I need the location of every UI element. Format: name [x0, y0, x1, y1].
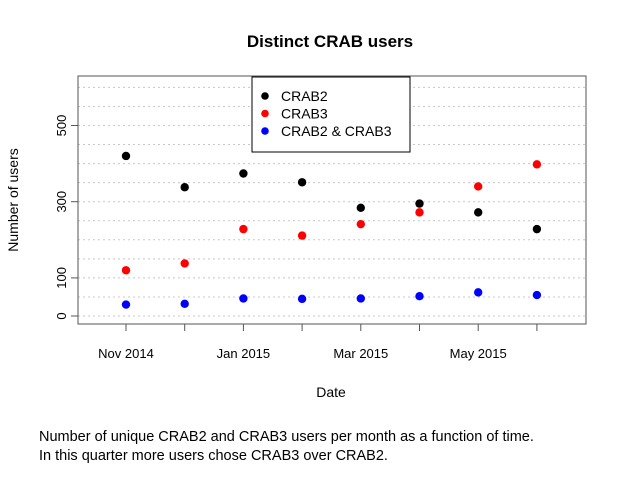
- y-tick-label: 300: [54, 191, 69, 213]
- y-tick-label: 500: [54, 115, 69, 137]
- legend-label: CRAB2 & CRAB3: [281, 123, 392, 139]
- data-point: [356, 219, 365, 229]
- data-point: [121, 151, 131, 161]
- data-point: [180, 183, 189, 192]
- figure-caption: Number of unique CRAB2 and CRAB3 users p…: [39, 428, 609, 466]
- x-tick-label: Jan 2015: [217, 346, 271, 361]
- data-point: [532, 160, 542, 169]
- data-point: [121, 266, 131, 275]
- data-point: [532, 290, 542, 300]
- data-point: [239, 294, 248, 303]
- legend-box: [251, 76, 411, 153]
- legend-marker: [261, 109, 269, 118]
- caption-line-1: Number of unique CRAB2 and CRAB3 users p…: [39, 429, 534, 445]
- y-tick-label: 100: [54, 267, 69, 289]
- x-tick-label: May 2015: [450, 346, 507, 361]
- data-point: [239, 224, 248, 234]
- y-tick-label: 0: [54, 312, 69, 319]
- data-point: [415, 208, 424, 217]
- data-point: [180, 299, 189, 309]
- legend-label: CRAB2: [281, 88, 328, 104]
- data-point: [297, 178, 307, 187]
- data-point: [474, 208, 483, 217]
- data-point: [239, 169, 248, 178]
- y-axis: 0 100 300 500: [54, 115, 78, 320]
- chart-title: Distinct CRAB users: [247, 32, 413, 51]
- x-tick-label: Mar 2015: [333, 346, 388, 361]
- data-points: [121, 151, 542, 309]
- data-point: [180, 259, 189, 268]
- data-point: [121, 300, 131, 309]
- legend-marker: [261, 92, 269, 100]
- data-point: [474, 182, 483, 191]
- data-point: [297, 294, 307, 304]
- data-point: [297, 231, 307, 240]
- x-tick-label: Nov 2014: [98, 346, 154, 361]
- legend-label: CRAB3: [281, 106, 328, 122]
- x-axis-label: Date: [316, 384, 346, 400]
- caption-line-2: In this quarter more users chose CRAB3 o…: [39, 448, 388, 464]
- x-axis: Nov 2014 Jan 2015 Mar 2015 May 2015: [98, 324, 538, 361]
- data-point: [356, 203, 365, 212]
- data-point: [415, 199, 424, 208]
- legend-marker: [261, 127, 269, 135]
- y-axis-label: Number of users: [5, 148, 21, 251]
- data-point: [474, 288, 483, 297]
- plot-frame: [77, 75, 587, 325]
- data-point: [356, 294, 365, 303]
- data-point: [415, 291, 424, 301]
- data-point: [532, 224, 542, 234]
